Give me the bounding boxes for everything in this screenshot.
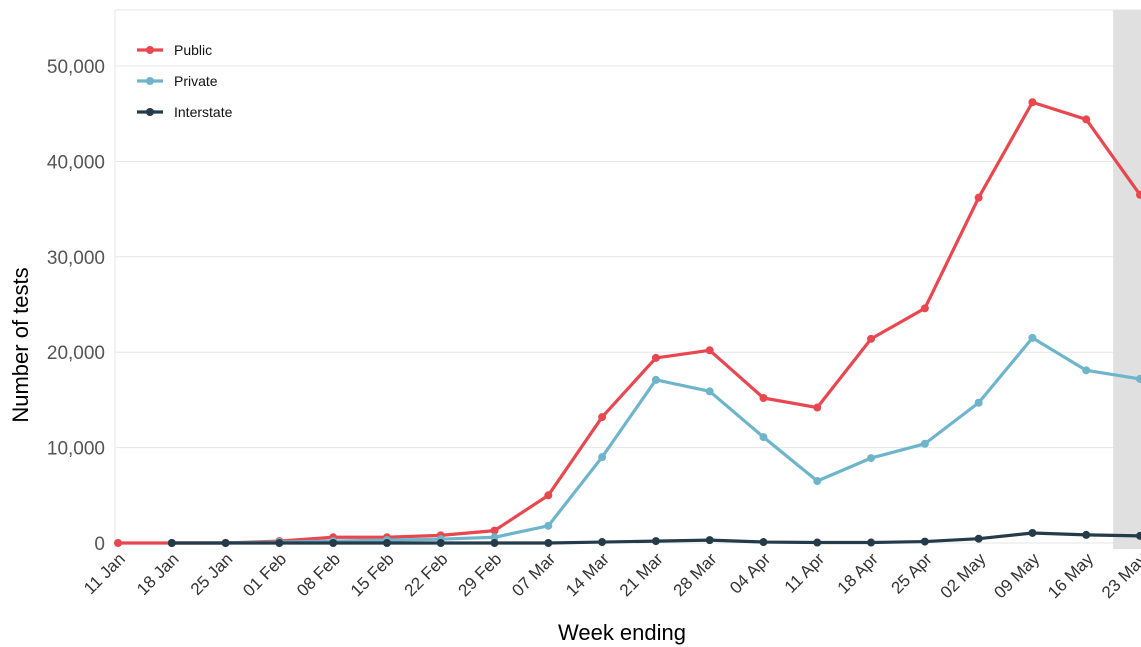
y-tick-label: 0 — [94, 534, 105, 555]
data-point-interstate — [1028, 528, 1037, 537]
data-point-interstate — [544, 539, 553, 547]
x-tick-label: 14 Mar — [562, 549, 613, 600]
data-point-private — [813, 476, 822, 485]
y-axis-title: Number of tests — [8, 267, 33, 422]
data-point-interstate — [759, 538, 768, 547]
x-axis-title: Week ending — [558, 620, 686, 645]
data-point-interstate — [974, 534, 983, 543]
data-point-private — [920, 439, 929, 448]
data-point-public — [1136, 190, 1141, 199]
data-point-public — [651, 353, 660, 362]
x-tick-label: 08 Feb — [293, 549, 344, 600]
data-point-private — [1136, 374, 1141, 383]
data-point-public — [813, 403, 822, 412]
data-point-private — [1028, 333, 1037, 342]
x-axis-ticks: 11 Jan 18 Jan 25 Jan 01 Feb 08 Feb 15 Feb 22 F… — [80, 549, 1141, 602]
data-point-interstate — [813, 538, 822, 547]
x-tick-label: 25 Jan — [187, 549, 237, 599]
data-point-public — [759, 393, 768, 402]
data-point-interstate — [920, 537, 929, 546]
data-point-private — [1082, 366, 1091, 375]
x-tick-label: 29 Feb — [454, 549, 505, 600]
x-tick-label: 28 Mar — [670, 549, 721, 600]
data-point-interstate — [221, 539, 230, 547]
data-point-public — [920, 304, 929, 313]
data-point-public — [867, 334, 876, 343]
data-point-interstate — [382, 539, 391, 547]
data-point-private — [490, 533, 499, 542]
series-public — [114, 98, 1141, 547]
x-tick-label: 25 Apr — [887, 549, 935, 597]
x-tick-label: 23 May — [1098, 549, 1141, 602]
legend: Public Private Interstate — [137, 42, 233, 120]
data-point-interstate — [651, 537, 660, 546]
y-tick-label: 20,000 — [47, 343, 105, 364]
data-point-private — [759, 433, 768, 442]
data-point-private — [867, 454, 876, 463]
data-point-interstate — [1136, 531, 1141, 540]
data-point-interstate — [167, 539, 176, 547]
y-tick-label: 30,000 — [47, 248, 105, 269]
x-tick-label: 11 Jan — [80, 549, 129, 598]
data-point-private — [974, 398, 983, 407]
data-point-private — [544, 521, 553, 530]
gridlines — [114, 9, 1141, 549]
y-axis-ticks: 0 10,000 20,000 30,000 40,000 50,000 — [47, 57, 105, 555]
x-tick-label: 02 May — [937, 549, 990, 602]
x-tick-label: 15 Feb — [347, 549, 398, 600]
y-tick-label: 50,000 — [47, 57, 105, 78]
x-tick-label: 04 Apr — [726, 549, 774, 597]
data-point-public — [705, 346, 714, 355]
y-tick-label: 10,000 — [47, 439, 105, 460]
legend-marker-private — [146, 77, 154, 85]
data-point-public — [1028, 98, 1037, 107]
x-tick-label: 21 Mar — [616, 549, 667, 600]
x-tick-label: 11 Apr — [781, 549, 829, 597]
y-tick-label: 40,000 — [47, 152, 105, 173]
data-point-public — [1082, 115, 1091, 124]
data-point-interstate — [275, 539, 284, 547]
data-point-public — [114, 539, 122, 547]
x-tick-label: 22 Feb — [401, 549, 452, 600]
shaded-region — [1113, 10, 1141, 549]
data-point-private — [651, 375, 660, 384]
x-tick-label: 07 Mar — [508, 549, 559, 600]
data-point-interstate — [867, 538, 876, 547]
data-point-public — [544, 491, 553, 500]
legend-label-private: Private — [174, 73, 218, 89]
data-point-interstate — [436, 539, 445, 547]
x-tick-label: 18 Jan — [133, 549, 183, 599]
series-private — [167, 333, 1141, 547]
data-point-public — [490, 526, 499, 535]
series-line-public — [118, 100, 1141, 545]
legend-marker-interstate — [146, 108, 154, 116]
x-tick-label: 09 May — [990, 549, 1043, 602]
x-tick-label: 01 Feb — [239, 549, 290, 600]
series-interstate — [167, 528, 1141, 547]
x-tick-label: 16 May — [1044, 549, 1097, 602]
data-point-public — [974, 193, 983, 202]
data-point-interstate — [1082, 530, 1091, 539]
x-tick-label: 18 Apr — [834, 549, 882, 597]
series-line-private — [171, 336, 1141, 545]
legend-marker-public — [146, 46, 154, 54]
series-lines — [114, 98, 1141, 547]
legend-label-public: Public — [174, 42, 212, 58]
data-point-interstate — [598, 538, 607, 547]
legend-label-interstate: Interstate — [174, 104, 233, 120]
data-point-interstate — [329, 539, 338, 547]
data-point-private — [705, 387, 714, 396]
data-point-interstate — [490, 539, 499, 547]
data-point-private — [598, 453, 607, 462]
data-point-interstate — [705, 536, 714, 545]
data-point-public — [598, 413, 607, 422]
